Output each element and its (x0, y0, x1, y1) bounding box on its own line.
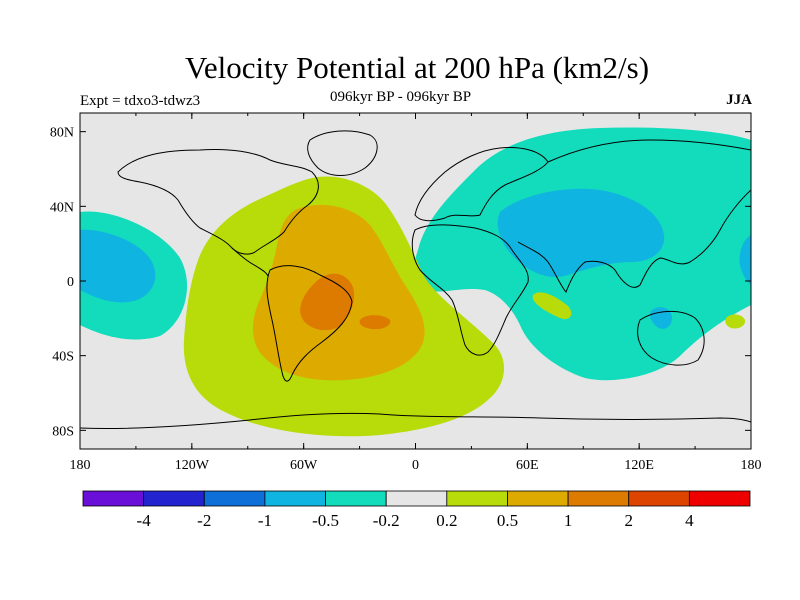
colorbar-swatch (688, 490, 751, 507)
lat-tick-label: 80S (52, 424, 74, 439)
season-label: JJA (726, 92, 752, 108)
colorbar-swatch (385, 490, 448, 507)
negative-region-pacific-inner-east (739, 235, 751, 285)
negative-region-pacific-east-edge (721, 150, 751, 270)
colorbar-label: 2 (624, 511, 633, 530)
contour-fields (80, 127, 751, 437)
coast-antarctica (80, 412, 751, 430)
lat-tick-label: 0 (67, 275, 74, 290)
coast-europe (414, 147, 549, 222)
positive-region-south-pacific (725, 314, 746, 329)
positive-region-core-b (359, 315, 391, 330)
colorbar-label: -2 (197, 511, 211, 530)
lon-tick-label: 60W (290, 458, 318, 473)
coast-asia (517, 139, 751, 293)
colorbar-swatch (446, 490, 508, 507)
positive-region-core-a (300, 273, 355, 331)
lon-tick-label: 180 (741, 458, 762, 473)
lat-tick-label: 40S (52, 350, 74, 365)
longitude-axis: 180 120W 60W 0 60E 120E 180 (70, 113, 762, 473)
colorbar-swatch (203, 490, 266, 507)
coast-greenland (307, 130, 378, 176)
coast-central-america (231, 247, 269, 277)
colorbar: -4 -2 -1 -0.5 -0.2 0.2 0.5 1 2 4 (82, 490, 751, 530)
colorbar-swatch (264, 490, 326, 507)
experiment-label: Expt = tdxo3-tdwz3 (80, 93, 201, 109)
lon-tick-label: 120E (624, 458, 654, 473)
negative-region-indonesia-inner (649, 307, 672, 329)
coast-australia (637, 311, 705, 366)
colorbar-swatch (628, 490, 690, 507)
negative-region-pacific-inner (80, 229, 156, 303)
lon-tick-label: 180 (70, 458, 91, 473)
positive-region-indian-ocean (532, 292, 572, 320)
coast-south-america (266, 265, 353, 382)
colorbar-swatch (567, 490, 630, 507)
chart-title: Velocity Potential at 200 hPa (km2/s) (184, 50, 650, 85)
chart-subtitle: 096kyr BP - 096kyr BP (330, 89, 472, 105)
coast-africa (411, 224, 529, 356)
colorbar-label: 1 (564, 511, 573, 530)
colorbar-label: -1 (258, 511, 272, 530)
colorbar-label: 4 (685, 511, 694, 530)
colorbar-label: 0.2 (436, 511, 457, 530)
coastlines (80, 130, 751, 430)
colorbar-label: -0.2 (373, 511, 400, 530)
lat-tick-label: 80N (50, 126, 74, 141)
coast-north-america (117, 149, 319, 255)
latitude-axis: 80N 40N 0 40S 80S (50, 126, 751, 439)
colorbar-swatch (143, 490, 205, 507)
colorbar-swatch (82, 490, 145, 507)
lon-tick-label: 120W (175, 458, 210, 473)
colorbar-label: -0.5 (312, 511, 339, 530)
colorbar-label: 0.5 (497, 511, 518, 530)
colorbar-swatch (507, 490, 569, 507)
negative-region-asia-inner (497, 188, 665, 278)
colorbar-swatch (325, 490, 387, 507)
lon-tick-label: 60E (516, 458, 539, 473)
colorbar-label: -4 (137, 511, 152, 530)
lon-tick-label: 0 (412, 458, 419, 473)
lat-tick-label: 40N (50, 200, 74, 215)
